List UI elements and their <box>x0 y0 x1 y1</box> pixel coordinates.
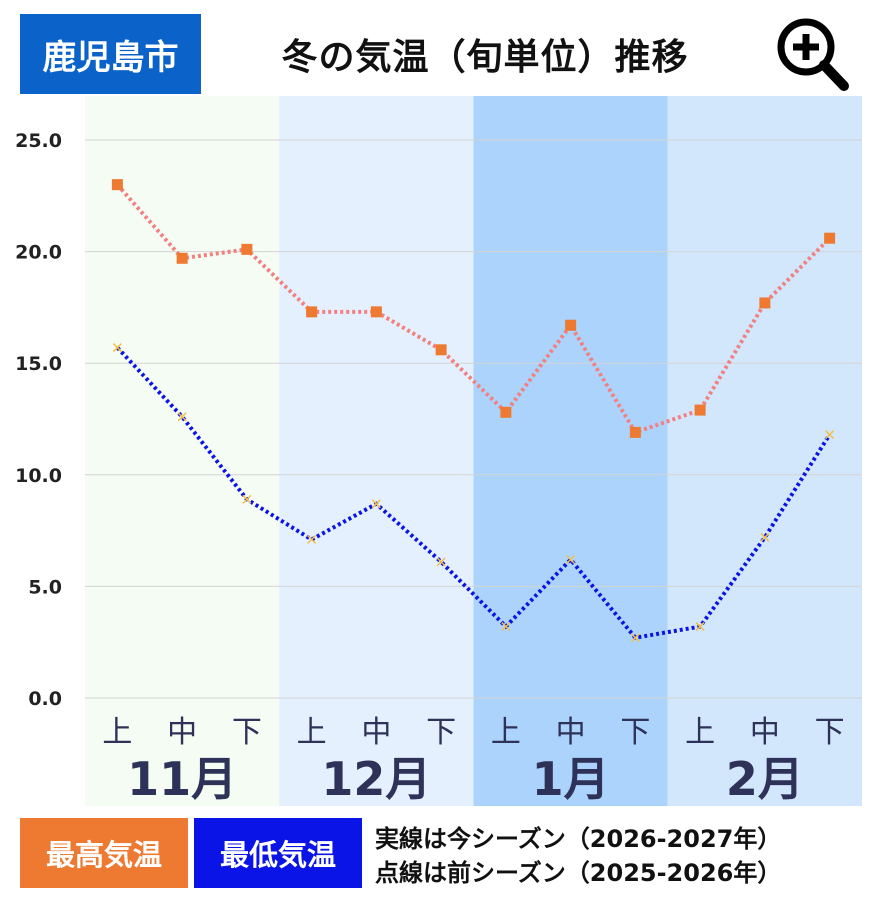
max-temp-point <box>435 344 447 356</box>
month-band <box>473 96 668 806</box>
min-temp-point <box>501 622 511 632</box>
min-temp-point <box>695 622 705 632</box>
x-tick-label: 下 <box>232 715 262 750</box>
max-temp-line <box>115 183 832 435</box>
y-tick-label: 5.0 <box>28 576 62 598</box>
min-temp-point <box>760 532 770 542</box>
min-temp-point <box>630 633 640 643</box>
x-tick-label: 上 <box>491 715 521 750</box>
min-temp-point-stroke <box>825 430 835 440</box>
min-temp-point <box>436 557 446 567</box>
city-label: 鹿児島市 <box>20 14 201 94</box>
x-tick-label: 上 <box>102 715 132 750</box>
max-temp-point <box>824 232 836 244</box>
max-temp-point <box>370 306 382 318</box>
max-temp-point <box>176 252 188 264</box>
x-tick-label: 下 <box>426 715 456 750</box>
min-temp-point-stroke <box>112 343 122 353</box>
max-temp-point <box>241 243 253 255</box>
month-band <box>85 96 280 806</box>
min-temp-point-stroke <box>436 557 446 567</box>
x-tick-label: 中 <box>556 715 586 750</box>
max-temp-point <box>565 319 577 331</box>
max-temp-point <box>306 306 318 318</box>
min-temp-point <box>112 343 122 353</box>
x-tick-label: 中 <box>167 715 197 750</box>
min-temp-point-stroke <box>630 633 640 643</box>
month-label: 1月 <box>532 752 610 806</box>
min-temp-point <box>566 555 576 565</box>
min-temp-point <box>371 499 381 509</box>
min-temp-point-stroke <box>242 494 252 504</box>
legend-min-temp: 最低気温 <box>194 818 362 888</box>
legend-max-temp: 最高気温 <box>20 818 188 888</box>
chart-title: 冬の気温（旬単位）推移 <box>281 37 689 78</box>
month-band <box>279 96 474 806</box>
min-temp-point-stroke <box>371 499 381 509</box>
y-tick-label: 10.0 <box>15 465 62 487</box>
min-temp-point <box>242 494 252 504</box>
min-temp-point-stroke <box>501 622 511 632</box>
x-tick-label: 下 <box>815 715 845 750</box>
min-temp-point-stroke <box>307 534 317 545</box>
max-temp-point <box>111 179 123 191</box>
min-temp-point-stroke <box>695 622 705 632</box>
y-tick-label: 15.0 <box>15 353 62 375</box>
max-temp-point <box>759 297 771 309</box>
y-tick-label: 20.0 <box>15 242 62 264</box>
y-tick-label: 25.0 <box>15 130 62 152</box>
chart-area: 0.05.010.015.020.025.0 上中下上中下上中下上中下 11月 1… <box>15 96 862 806</box>
max-temp-point <box>629 426 641 438</box>
month-label: 12月 <box>321 752 431 806</box>
month-label: 11月 <box>127 752 237 806</box>
min-temp-point-stroke <box>760 532 770 542</box>
min-temp-point-stroke <box>177 412 187 422</box>
min-temp-point <box>307 534 317 545</box>
min-temp-line <box>115 346 832 640</box>
x-tick-label: 下 <box>620 715 650 750</box>
min-temp-point-stroke <box>566 555 576 565</box>
month-label: 2月 <box>726 752 804 806</box>
zoom-in-icon[interactable] <box>768 14 854 94</box>
note-current-season: 実線は今シーズン（2026-2027年） <box>375 825 782 853</box>
max-temp-point <box>500 406 512 418</box>
x-tick-label: 上 <box>685 715 715 750</box>
month-band <box>667 96 862 806</box>
note-previous-season: 点線は前シーズン（2025-2026年） <box>375 859 782 887</box>
x-tick-label: 中 <box>361 715 391 750</box>
x-tick-label: 上 <box>297 715 327 750</box>
x-tick-label: 中 <box>750 715 780 750</box>
y-tick-label: 0.0 <box>28 688 62 710</box>
min-temp-point <box>825 430 835 440</box>
max-temp-point <box>694 404 706 416</box>
min-temp-point <box>177 412 187 422</box>
